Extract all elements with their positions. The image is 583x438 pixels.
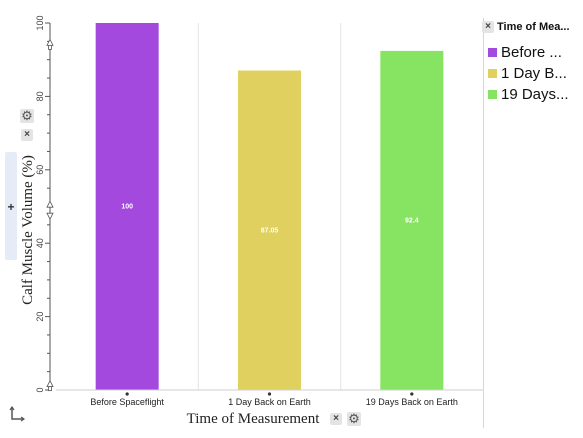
y-axis-middle-handle[interactable]	[46, 200, 54, 221]
x-axis-title[interactable]: Time of Measurement	[187, 411, 321, 427]
x-tick-label: 19 Days Back on Earth	[366, 397, 458, 407]
legend-close-icon[interactable]: ×	[482, 21, 494, 33]
bars-layer: 100 87.05 92.4	[95, 23, 444, 391]
bar[interactable]	[238, 70, 301, 391]
y-axis-bottom-handle[interactable]	[46, 379, 54, 392]
y-tick-label: 80	[35, 91, 45, 101]
legend-label: Before ...	[501, 44, 562, 61]
legend-label: 19 Days...	[501, 86, 569, 103]
legend-title[interactable]: Time of Mea...	[497, 21, 570, 33]
legend-swatch	[488, 48, 497, 57]
y-tick-label: 40	[35, 238, 45, 248]
legend: × Time of Mea... Before ... 1 Day B... 1…	[482, 18, 583, 428]
grid-layer	[197, 23, 342, 390]
y-tick-label: 20	[35, 312, 45, 322]
x-tick-mark	[410, 392, 414, 396]
x-axis-gear-icon[interactable]: ⚙	[347, 411, 361, 426]
y-tick-label: 0	[35, 387, 45, 392]
bar[interactable]	[95, 23, 159, 390]
legend-item[interactable]: 19 Days...	[488, 86, 569, 103]
y-axis-gear-icon[interactable]: ⚙	[20, 108, 34, 123]
x-tick-label: Before Spaceflight	[90, 397, 164, 407]
x-tick-mark	[267, 392, 272, 396]
plus-icon: +	[7, 200, 15, 214]
data-label: 87.05	[261, 227, 279, 234]
legend-swatch	[488, 69, 497, 78]
x-axis-close-icon[interactable]: ×	[330, 413, 342, 425]
axis-corner-icon[interactable]	[9, 406, 25, 422]
x-tick-mark	[125, 392, 129, 396]
y-tick-label: 100	[35, 15, 45, 30]
add-attribute-tab[interactable]: +	[5, 152, 17, 260]
data-label: 100	[121, 204, 133, 211]
legend-item[interactable]: 1 Day B...	[488, 65, 567, 82]
x-axis: Before Spaceflight 1 Day Back on Earth 19 …	[56, 389, 483, 407]
legend-item[interactable]: Before ...	[488, 44, 562, 61]
y-axis-title[interactable]: Calf Muscle Volume (%)	[20, 155, 36, 305]
x-tick-label: 1 Day Back on Earth	[228, 397, 311, 407]
data-label: 92.4	[405, 217, 419, 224]
y-axis-close-icon[interactable]: ×	[21, 129, 33, 141]
legend-swatch	[488, 90, 497, 99]
bar[interactable]	[380, 50, 444, 390]
y-axis[interactable]: 0 20 40 60 80 100	[35, 15, 54, 393]
legend-header: × Time of Mea...	[482, 21, 570, 33]
y-axis-top-handle[interactable]	[46, 38, 54, 50]
y-tick-label: 60	[35, 165, 45, 175]
legend-label: 1 Day B...	[501, 65, 567, 82]
